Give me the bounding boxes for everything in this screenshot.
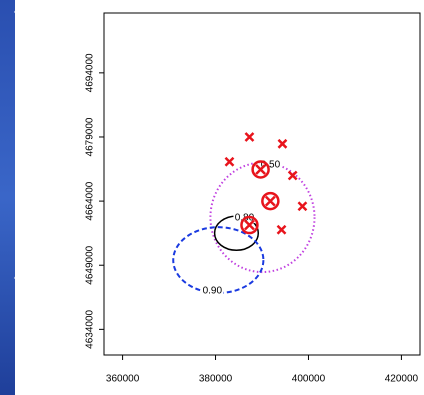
lat-label: 43°15'0"N: [14, 10, 41, 16]
contour-label: 0.90: [203, 286, 223, 297]
y-tick-label: 4679000: [85, 117, 96, 156]
y-tick-label: 4649000: [85, 245, 96, 284]
x-tick-label: 400000: [292, 374, 326, 385]
y-tick-label: 4694000: [85, 53, 96, 92]
y-tick-label: 4634000: [85, 309, 96, 348]
x-tick-label: 360000: [106, 374, 140, 385]
plot-frame: [104, 13, 420, 355]
screen: 43°15'0"N 42°10'0"N 360000 380000 400000 42…: [0, 0, 424, 395]
map-strip: [0, 0, 15, 395]
x-tick-label: 380000: [199, 374, 233, 385]
y-tick-label: 4664000: [85, 181, 96, 220]
x-tick-label: 420000: [385, 374, 419, 385]
lat-label: 42°10'0"N: [14, 276, 41, 282]
